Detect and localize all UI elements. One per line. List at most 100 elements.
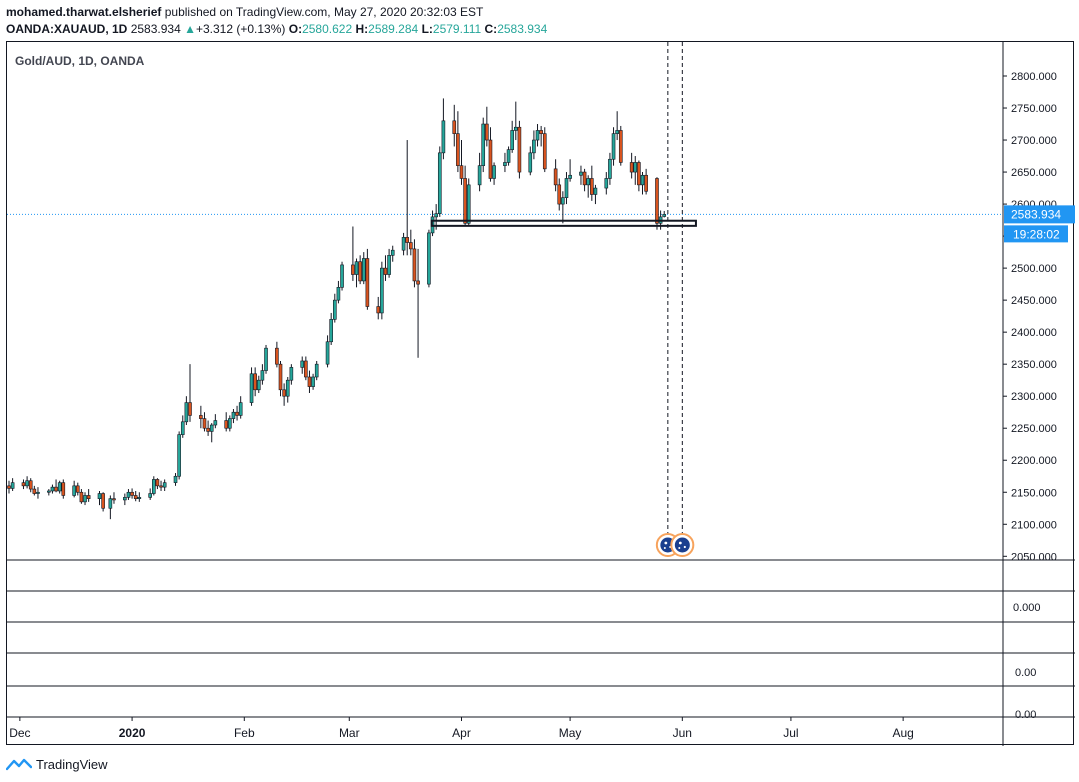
candle-bearish: [637, 160, 641, 192]
open-value: 2580.622: [302, 22, 353, 36]
price-chart[interactable]: Gold/AUD, 1D, OANDA 2800.000 2750.000 2700.…: [7, 42, 1075, 746]
high-key: H:: [355, 22, 369, 36]
candle-bearish: [275, 341, 279, 368]
candle-bullish: [213, 414, 218, 429]
candle-bullish: [506, 146, 511, 166]
candle-bullish: [401, 232, 406, 256]
candle-bearish: [133, 490, 138, 502]
candle-bullish: [329, 312, 333, 345]
tradingview-logo-icon[interactable]: [6, 757, 32, 771]
candle-bearish: [463, 165, 467, 227]
candle-bearish: [21, 479, 26, 490]
australia-flag-icon: [670, 533, 695, 557]
candle-bearish: [405, 140, 410, 256]
low-value: 2579.111: [432, 22, 482, 36]
candle-bullish: [640, 172, 645, 195]
candle-bullish: [25, 476, 29, 489]
candle-bullish: [390, 245, 395, 262]
x-tick-label: Jul: [783, 726, 798, 740]
candle-bullish: [441, 98, 446, 160]
candle-bearish: [409, 229, 413, 256]
candle-bearish: [542, 127, 547, 173]
candle-bullish: [528, 146, 533, 176]
candle-bearish: [358, 255, 362, 285]
candle-bearish: [485, 106, 489, 147]
sub-pane-tick: 0.00: [1015, 667, 1036, 679]
candle-bearish: [224, 412, 228, 432]
candle-bearish: [351, 226, 355, 281]
footer-brand[interactable]: TradingView: [36, 756, 108, 772]
chart-frame[interactable]: Gold/AUD, 1D, OANDA 2800.000 2750.000 2700.…: [6, 41, 1075, 746]
candle-bullish: [300, 356, 305, 374]
candle-bearish: [278, 360, 283, 397]
candle-bullish: [231, 409, 236, 424]
candle-bullish: [604, 172, 609, 195]
candle-bullish: [256, 375, 261, 393]
candle-bearish: [655, 177, 659, 230]
candle-bearish: [130, 488, 134, 499]
candle-bearish: [517, 120, 522, 179]
x-tick-label: Aug: [892, 726, 913, 740]
candle-bullish: [561, 191, 565, 224]
support-zone-rectangle: [430, 219, 697, 227]
candle-bullish: [209, 423, 214, 443]
candle-bullish: [50, 484, 55, 494]
candle-bearish: [644, 168, 648, 195]
candle-bullish: [503, 152, 507, 173]
candle-bearish: [452, 104, 457, 147]
x-tick-label: Apr: [452, 726, 471, 740]
symbol-label: OANDA:XAUAUD, 1D: [6, 22, 128, 36]
candle-bullish: [437, 146, 442, 217]
candle-bullish: [148, 488, 152, 500]
y-tick-label: 2800.000: [1011, 71, 1057, 83]
y-tick-label: 2300.000: [1011, 391, 1057, 403]
candle-bearish: [86, 489, 91, 502]
up-arrow-icon: ▲: [184, 22, 196, 36]
candle-bearish: [155, 478, 160, 490]
x-tick-label: Feb: [234, 726, 255, 740]
candle-bearish: [282, 383, 286, 406]
candle-bearish: [32, 485, 37, 496]
candle-bullish: [361, 252, 366, 285]
candle-bullish: [123, 493, 127, 506]
candle-bullish: [184, 396, 189, 426]
candle-bullish: [10, 478, 15, 491]
x-tick-label: Jun: [673, 726, 692, 740]
candle-bullish: [427, 229, 431, 288]
candle-bearish: [412, 239, 417, 288]
candle-bullish: [47, 489, 51, 496]
candle-bullish: [238, 396, 243, 419]
candle-bearish: [188, 364, 192, 422]
countdown-tag: [1004, 225, 1068, 243]
candle-bullish: [162, 479, 167, 491]
candle-bearish: [202, 412, 207, 432]
y-tick-label: 2150.000: [1011, 487, 1057, 499]
candle-bullish: [180, 415, 185, 438]
y-tick-label: 2750.000: [1011, 103, 1057, 115]
x-tick-label: Mar: [339, 726, 360, 740]
y-tick-label: 2450.000: [1011, 295, 1057, 307]
candle-bullish: [228, 415, 232, 432]
y-tick-label: 2700.000: [1011, 135, 1057, 147]
candle-bearish: [304, 356, 308, 381]
candle-bullish: [289, 364, 294, 385]
y-tick-label: 2100.000: [1011, 519, 1057, 531]
candle-bullish: [586, 175, 591, 198]
price-change: +3.312 (+0.13%): [195, 22, 286, 36]
candle-bearish: [206, 420, 210, 436]
candle-bullish: [513, 101, 518, 141]
candle-bullish: [177, 431, 181, 480]
candle-bearish: [416, 248, 420, 358]
candle-bullish: [97, 490, 102, 506]
candle-bullish: [311, 373, 315, 390]
candle-bullish: [83, 492, 87, 506]
publish-line: mohamed.tharwat.elsherief published on T…: [6, 5, 483, 19]
candle-bearish: [383, 255, 388, 281]
publish-info: published on TradingView.com, May 27, 20…: [164, 5, 484, 19]
candle-bullish: [285, 376, 290, 403]
author-name[interactable]: mohamed.tharwat.elsherief: [6, 5, 162, 19]
candle-bullish: [108, 495, 113, 520]
candle-bearish: [61, 479, 66, 499]
sub-pane-tick: 0.00: [1015, 709, 1036, 721]
high-value: 2589.284: [368, 22, 419, 36]
